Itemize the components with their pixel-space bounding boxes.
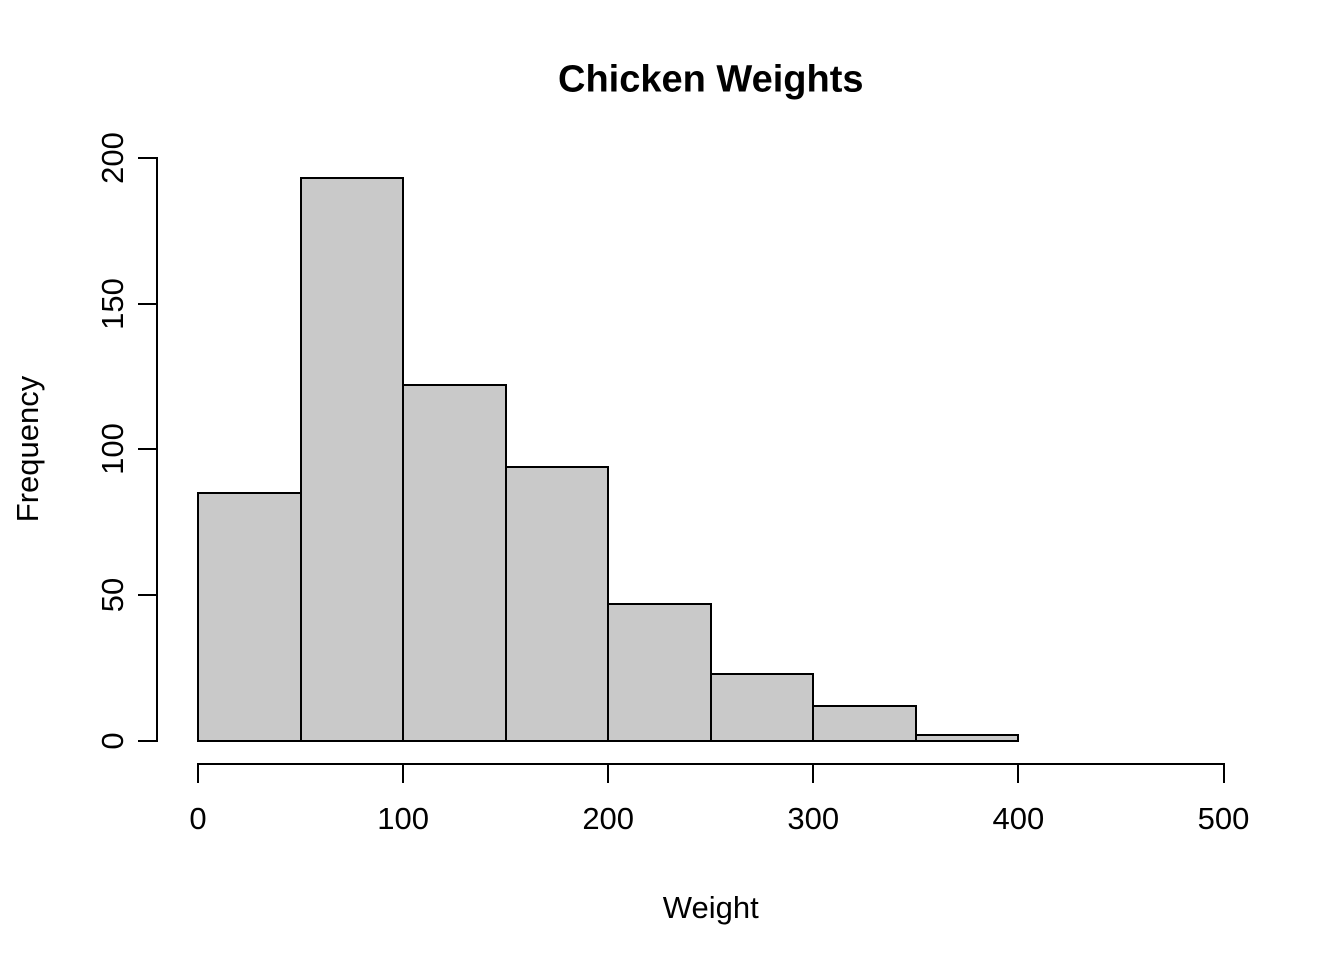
x-axis-label: Weight <box>662 890 759 925</box>
histogram-bar <box>504 465 610 742</box>
y-tick-mark <box>138 302 157 305</box>
x-tick-mark <box>1222 764 1225 783</box>
histogram-bar <box>402 384 507 742</box>
y-tick-label: 200 <box>95 132 130 184</box>
y-tick-label: 150 <box>95 277 130 330</box>
histogram-bar <box>914 733 1020 742</box>
y-tick-label: 100 <box>95 423 130 476</box>
y-tick-mark <box>138 157 157 159</box>
y-axis-line <box>156 157 158 742</box>
histogram-bar <box>299 177 405 742</box>
y-tick-label: 0 <box>95 731 130 750</box>
x-tick-mark <box>402 764 405 783</box>
chart-title: Chicken Weights <box>558 58 864 101</box>
histogram-bar <box>812 704 917 742</box>
y-tick-mark <box>138 739 157 742</box>
x-tick-label: 400 <box>992 801 1045 836</box>
histogram-bar <box>607 602 712 742</box>
y-tick-mark <box>138 448 157 451</box>
x-tick-mark <box>1017 764 1020 783</box>
x-tick-label: 100 <box>377 801 429 836</box>
x-tick-label: 500 <box>1197 801 1250 836</box>
x-axis-line <box>197 763 1225 765</box>
histogram-bar <box>709 672 815 742</box>
x-tick-label: 0 <box>189 801 207 836</box>
x-tick-mark <box>607 764 610 783</box>
y-tick-label: 50 <box>95 577 130 613</box>
y-tick-mark <box>138 593 157 596</box>
y-axis-label: Frequency <box>10 376 45 523</box>
x-tick-label: 300 <box>787 801 840 836</box>
x-tick-mark <box>197 764 199 783</box>
x-tick-mark <box>812 764 815 783</box>
x-tick-label: 200 <box>582 801 635 836</box>
histogram-bar <box>197 491 302 742</box>
